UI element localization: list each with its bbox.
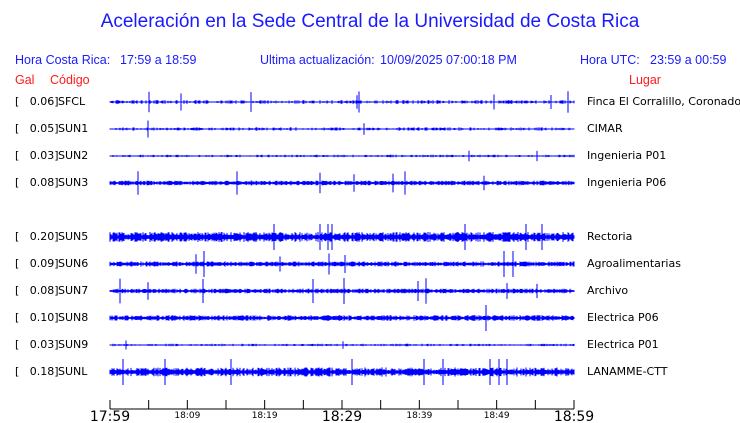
update-label: Ultima actualización: — [260, 53, 375, 67]
x-tick-label: 17:59 — [90, 409, 130, 423]
station-code: SUNL — [58, 365, 88, 378]
station-place: Electrica P01 — [587, 338, 659, 351]
trace-sun3 — [109, 171, 575, 195]
place-column-header: Lugar — [629, 73, 661, 87]
gal-value: [ 0.08] — [15, 176, 59, 189]
x-tick-label: 18:19 — [252, 411, 278, 421]
gal-column-header: Gal — [15, 73, 35, 87]
trace-sunl — [109, 359, 575, 385]
gal-value: [ 0.05] — [15, 122, 59, 135]
station-place: CIMAR — [587, 122, 623, 135]
station-place: Ingenieria P01 — [587, 149, 667, 162]
gal-value: [ 0.08] — [15, 284, 59, 297]
station-place: Archivo — [587, 284, 629, 297]
local-time-label: Hora Costa Rica: — [15, 53, 111, 67]
x-tick-label: 18:49 — [484, 411, 510, 421]
code-column-header: Código — [50, 73, 90, 87]
chart-title: Aceleración en la Sede Central de la Uni… — [100, 11, 640, 32]
station-code: SFCL — [58, 95, 86, 108]
trace-sun5 — [109, 224, 575, 250]
station-code: SUN7 — [58, 284, 89, 297]
trace-sun6 — [109, 251, 575, 277]
station-code: SUN1 — [58, 122, 89, 135]
gal-value: [ 0.20] — [15, 230, 59, 243]
gal-value: [ 0.03] — [15, 338, 59, 351]
station-code: SUN9 — [58, 338, 89, 351]
station-place: Finca El Corralillo, Coronado — [587, 95, 740, 108]
utc-time-range: 23:59 a 00:59 — [650, 53, 727, 67]
station-code: SUN3 — [58, 176, 89, 189]
trace-sun7 — [109, 278, 575, 304]
station-place: LANAMME-CTT — [587, 365, 668, 378]
update-value: 10/09/2025 07:00:18 PM — [380, 53, 517, 67]
station-place: Electrica P06 — [587, 311, 659, 324]
gal-value: [ 0.10] — [15, 311, 59, 324]
station-place: Rectoria — [587, 230, 633, 243]
utc-time-label: Hora UTC: — [580, 53, 640, 67]
station-code: SUN2 — [58, 149, 89, 162]
gal-value: [ 0.18] — [15, 365, 59, 378]
station-code: SUN6 — [58, 257, 89, 270]
trace-sun2 — [109, 150, 575, 162]
x-tick-label: 18:59 — [554, 409, 594, 423]
x-tick-label: 18:39 — [406, 411, 432, 421]
local-time-range: 17:59 a 18:59 — [120, 53, 197, 67]
station-code: SUN8 — [58, 311, 89, 324]
trace-sfcl — [109, 91, 575, 113]
gal-value: [ 0.06] — [15, 95, 59, 108]
x-tick-label: 18:29 — [322, 409, 362, 423]
trace-sun9 — [109, 340, 575, 350]
station-place: Ingenieria P06 — [587, 176, 667, 189]
trace-sun1 — [109, 120, 575, 138]
gal-value: [ 0.09] — [15, 257, 59, 270]
x-tick-label: 18:09 — [174, 411, 200, 421]
station-code: SUN5 — [58, 230, 89, 243]
trace-sun8 — [109, 305, 575, 331]
station-place: Agroalimentarias — [587, 257, 681, 270]
gal-value: [ 0.03] — [15, 149, 59, 162]
